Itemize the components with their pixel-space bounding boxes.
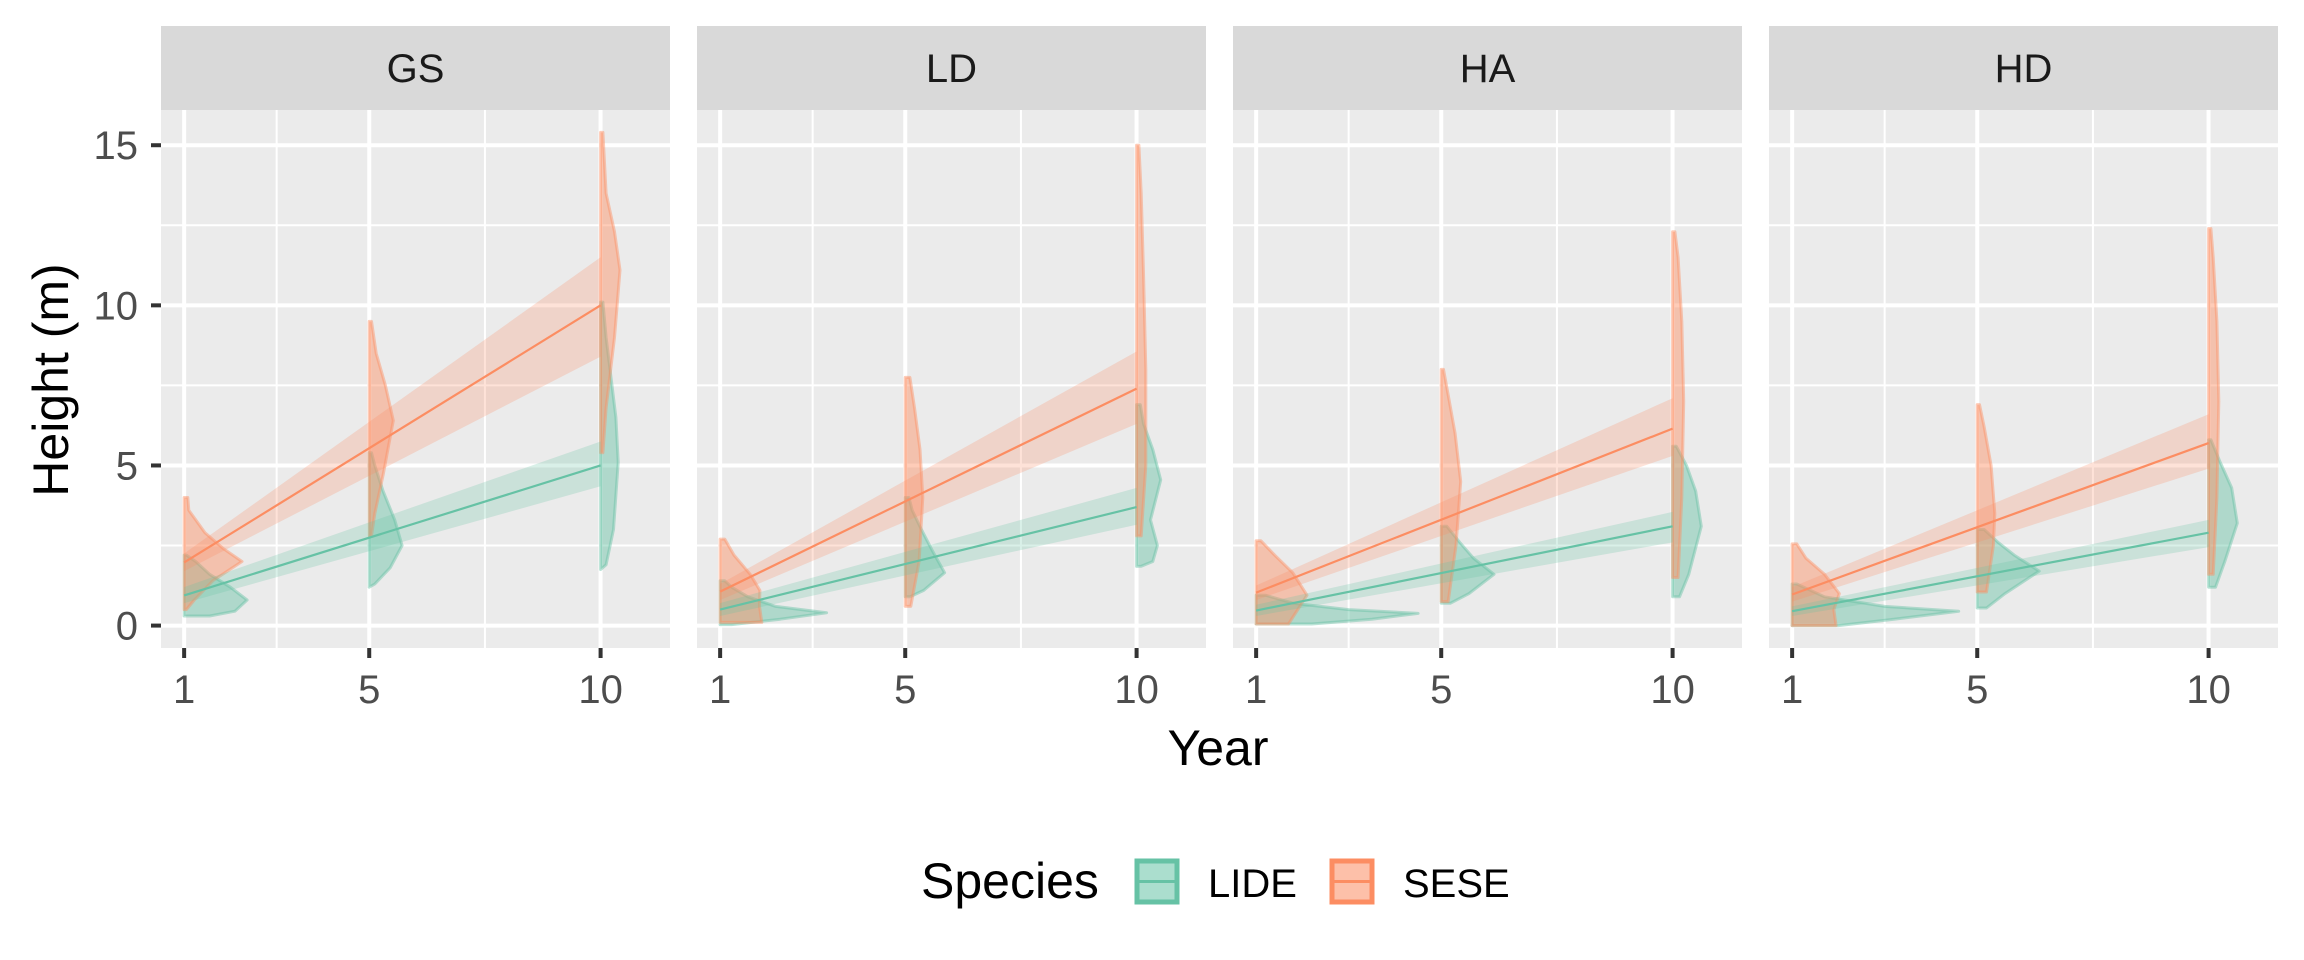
- x-tick-label-10: 10: [578, 668, 623, 712]
- violin-lide-year-5: [1975, 528, 2041, 610]
- plot-area: [1790, 226, 2239, 628]
- x-tick-label-1: 1: [173, 668, 195, 712]
- y-tick-label-0: 0: [116, 605, 138, 649]
- panel-background: [1769, 110, 2278, 648]
- x-tick-label-1: 1: [1245, 668, 1267, 712]
- panel-hd: HD: [1769, 26, 2278, 648]
- strip-background: [1769, 26, 2278, 110]
- plot-area: [1254, 230, 1703, 626]
- panel-background: [1233, 110, 1742, 648]
- panel-ha: HA: [1233, 26, 1742, 648]
- violin-lide-year-1: [718, 579, 829, 627]
- violin-sese-year-10: [2207, 226, 2221, 576]
- violin-lide-year-1: [1790, 582, 1961, 628]
- fit-line-sese: [1791, 442, 2209, 596]
- strip-background: [697, 26, 1206, 110]
- fit-line-lide: [1791, 531, 2209, 613]
- violin-lide-year-5: [1439, 524, 1496, 605]
- violin-lide-year-5: [903, 495, 947, 599]
- violin-sese-year-1: [182, 495, 244, 612]
- x-tick-label-10: 10: [1650, 668, 1695, 712]
- violin-sese-year-5: [1975, 403, 1997, 594]
- y-tick-label-10: 10: [94, 284, 139, 328]
- violin-lide-year-10: [1671, 444, 1703, 599]
- legend-label-lide: LIDE: [1208, 862, 1297, 906]
- fit-line-lide: [719, 506, 1137, 611]
- x-tick-label-5: 5: [1430, 668, 1452, 712]
- legend-title: Species: [921, 853, 1099, 909]
- y-axis: 0 5 10 15: [94, 124, 161, 649]
- confidence-ribbon-sese: [720, 351, 1137, 600]
- y-tick-label-15: 15: [94, 124, 139, 168]
- y-axis-title: Height (m): [23, 263, 79, 496]
- fit-line-sese: [719, 387, 1138, 593]
- x-tick-label-5: 5: [358, 668, 380, 712]
- x-tick-label-10: 10: [2186, 668, 2231, 712]
- strip-label-ha: HA: [1460, 47, 1516, 91]
- strip-label-ld: LD: [926, 47, 977, 91]
- confidence-ribbon-sese: [1792, 414, 2209, 602]
- confidence-ribbon-sese: [184, 257, 601, 572]
- legend-item-sese: SESE: [1329, 858, 1510, 906]
- x-tick-label-5: 5: [1966, 668, 1988, 712]
- violin-sese-year-10: [1671, 230, 1686, 580]
- strip-label-hd: HD: [1995, 47, 2053, 91]
- panel-background: [697, 110, 1206, 648]
- strip-background: [161, 26, 670, 110]
- violin-lide-year-5: [367, 451, 404, 589]
- x-axes: 1 5 10 1 5 10 1 5 10 1 5 10: [173, 648, 2231, 712]
- panel-background: [161, 110, 670, 648]
- legend-item-lide: LIDE: [1134, 858, 1297, 906]
- violin-lide-year-10: [1135, 403, 1163, 568]
- violin-lide-year-1: [1254, 593, 1420, 626]
- confidence-ribbon-sese: [1256, 398, 1673, 600]
- x-tick-label-1: 1: [1781, 668, 1803, 712]
- violin-lide-year-10: [599, 300, 620, 572]
- legend-label-sese: SESE: [1403, 862, 1510, 906]
- violin-sese-year-10: [1135, 143, 1148, 538]
- plot-area: [718, 143, 1163, 627]
- plot-area: [182, 130, 622, 618]
- legend: Species LIDE SESE: [921, 853, 1510, 909]
- x-tick-label-5: 5: [894, 668, 916, 712]
- x-axis-title: Year: [1167, 720, 1268, 776]
- panels: GS LD HA HD: [161, 26, 2278, 648]
- fit-line-lide: [183, 464, 601, 597]
- y-tick-label-5: 5: [116, 444, 138, 488]
- violin-sese-year-10: [599, 130, 622, 455]
- violin-sese-year-5: [1439, 367, 1463, 604]
- fit-line-sese: [183, 304, 602, 564]
- panel-ld: LD: [697, 26, 1206, 648]
- strip-label-gs: GS: [387, 47, 445, 91]
- violin-sese-year-5: [903, 375, 925, 608]
- violin-lide-year-10: [2207, 438, 2239, 589]
- x-tick-label-1: 1: [709, 668, 731, 712]
- panel-gs: GS: [161, 26, 670, 648]
- fit-line-lide: [1255, 525, 1673, 612]
- fit-line-sese: [1255, 427, 1673, 594]
- violin-sese-year-5: [367, 319, 395, 538]
- x-tick-label-10: 10: [1114, 668, 1159, 712]
- strip-background: [1233, 26, 1742, 110]
